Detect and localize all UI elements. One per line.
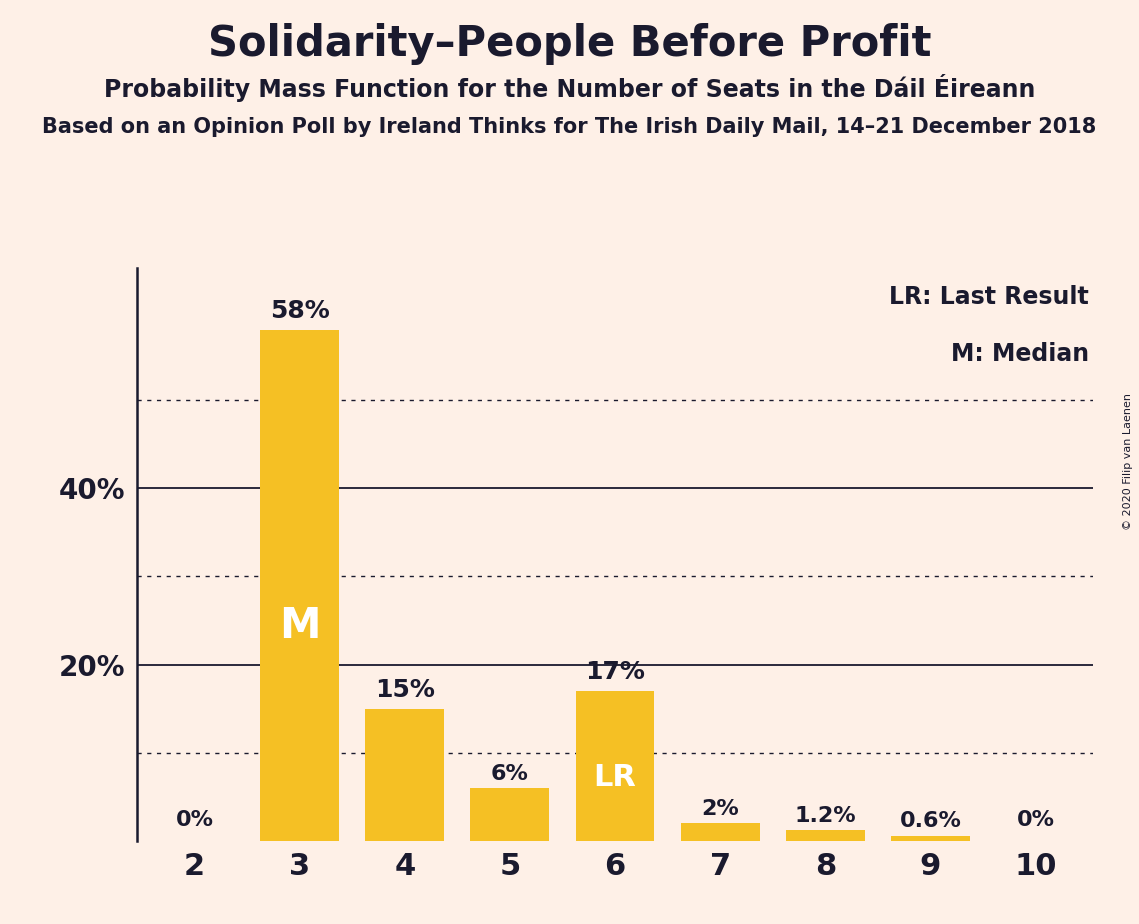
- Text: M: M: [279, 605, 320, 647]
- Bar: [786, 831, 865, 841]
- Bar: [470, 788, 549, 841]
- Text: 1.2%: 1.2%: [795, 806, 857, 826]
- Bar: [681, 823, 760, 841]
- Text: 58%: 58%: [270, 298, 329, 322]
- Text: 2%: 2%: [702, 799, 739, 819]
- Text: M: Median: M: Median: [951, 343, 1089, 367]
- Text: 6%: 6%: [491, 763, 528, 784]
- Text: 0%: 0%: [175, 810, 213, 831]
- Text: Based on an Opinion Poll by Ireland Thinks for The Irish Daily Mail, 14–21 Decem: Based on an Opinion Poll by Ireland Thin…: [42, 117, 1097, 138]
- Bar: [366, 709, 444, 841]
- Bar: [575, 691, 655, 841]
- Text: © 2020 Filip van Laenen: © 2020 Filip van Laenen: [1123, 394, 1133, 530]
- Text: 0.6%: 0.6%: [900, 811, 961, 832]
- Bar: [891, 835, 970, 841]
- Text: 17%: 17%: [585, 660, 645, 684]
- Text: Probability Mass Function for the Number of Seats in the Dáil Éireann: Probability Mass Function for the Number…: [104, 74, 1035, 102]
- Text: Solidarity–People Before Profit: Solidarity–People Before Profit: [207, 23, 932, 65]
- Text: LR: Last Result: LR: Last Result: [888, 286, 1089, 310]
- Bar: [260, 330, 339, 841]
- Text: 0%: 0%: [1017, 810, 1055, 831]
- Text: LR: LR: [593, 763, 637, 793]
- Text: 15%: 15%: [375, 677, 435, 701]
